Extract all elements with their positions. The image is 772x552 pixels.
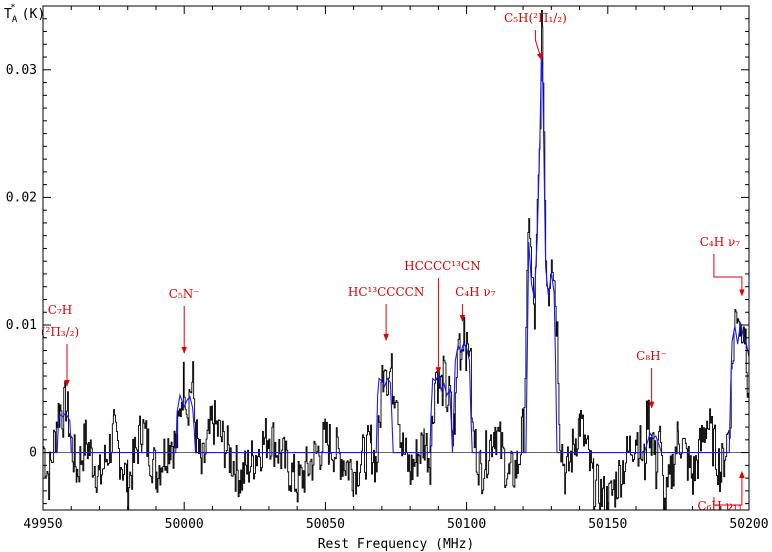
annotation-label: C₆H ν₁₁ [697, 499, 742, 513]
y-tick-label: 0.01 [6, 318, 37, 333]
annotation-label: C₄H ν₇ [700, 235, 741, 249]
annotation-c4h-nu7-b: C₄H ν₇ [700, 235, 745, 297]
x-tick-label: 50000 [165, 517, 204, 532]
annotation-arrow [713, 471, 745, 506]
annotation-label: HCCCC¹³CN [404, 259, 481, 273]
annotation-arrow [713, 254, 745, 297]
annotation-c7h: C₇H (²Π₃/₂) [41, 303, 79, 387]
annotation-c5n-minus: C₅N⁻ [169, 287, 200, 354]
annotation-label: (²Π₃/₂) [41, 325, 79, 339]
axes-layer: 49950 50000 50050 50100 50150 50200 0 0.01 0.02 0… [6, 5, 769, 532]
annotation-arrow [534, 30, 543, 61]
annotation-c4h-nu7-a: C₄H ν₇ [455, 285, 496, 322]
y-tick-label: 0.03 [6, 63, 37, 78]
annotation-label: C₇H [48, 303, 72, 317]
annotation-c5h: C₅H(²Π₁/₂) [504, 11, 567, 61]
series-line-model [43, 50, 749, 454]
y-axis-label-symbol: T [4, 7, 12, 22]
annotation-label: C₅H(²Π₁/₂) [504, 11, 567, 25]
annotation-label: C₄H ν₇ [455, 285, 496, 299]
y-axis-label: TA * (K) [4, 3, 45, 25]
annotation-hc13ccccn: HC¹³CCCCN [348, 285, 425, 341]
plot-frame [42, 5, 750, 511]
y-tick-label: 0.02 [6, 190, 37, 205]
x-tick-label: 50200 [729, 517, 768, 532]
x-tick-label: 50050 [306, 517, 345, 532]
x-tick-label: 50150 [588, 517, 627, 532]
y-axis-label-unit: (K) [22, 7, 45, 22]
y-tick-label: 0 [29, 446, 37, 461]
annotation-hcccc13cn: HCCCC¹³CN [404, 259, 481, 375]
annotation-layer: C₇H (²Π₃/₂) C₅N⁻ HC¹³CCCCN HCCCC¹³CN C₄H ν₇ C₅… [41, 11, 745, 513]
y-axis-label-superscript: * [10, 3, 15, 13]
annotation-c8h-minus: C₈H⁻ [636, 349, 667, 409]
annotation-label: C₈H⁻ [636, 349, 667, 363]
x-tick-label: 50100 [447, 517, 486, 532]
annotation-label: HC¹³CCCCN [348, 285, 425, 299]
x-axis-label: Rest Frequency (MHz) [318, 537, 475, 552]
y-axis-label-subscript: A [12, 15, 18, 25]
series-line-observed [43, 10, 749, 510]
series-layer [43, 10, 749, 510]
annotation-label: C₅N⁻ [169, 287, 200, 301]
x-tick-label: 49950 [23, 517, 62, 532]
